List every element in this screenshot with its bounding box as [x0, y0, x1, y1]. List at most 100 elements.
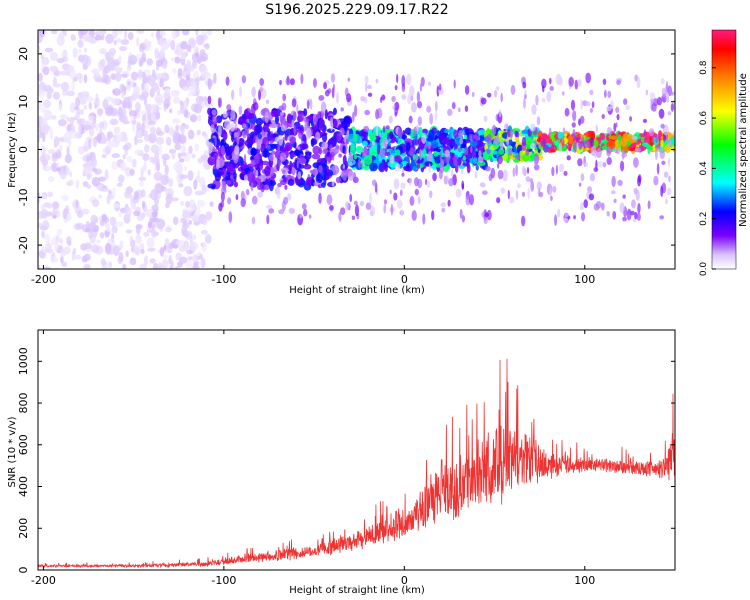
spectrogram-cell — [573, 141, 577, 154]
spectrogram-cell — [460, 168, 464, 175]
spectrogram-cell — [179, 174, 188, 180]
spectrogram-cell — [95, 122, 100, 132]
spectrogram-cell — [601, 114, 605, 119]
spectrogram-cell — [59, 248, 66, 258]
spectrogram-cell — [268, 144, 271, 150]
spectrogram-cell — [354, 204, 360, 217]
spectrogram-cell — [152, 262, 159, 269]
spectrogram-cell — [332, 83, 335, 92]
spectrogram-cell — [138, 44, 145, 53]
spectrogram-cell — [500, 92, 503, 103]
spectrogram-cell — [109, 118, 119, 126]
spectrogram-cell — [399, 189, 403, 197]
spectrogram-cell — [205, 211, 213, 221]
spectrogram-cell — [371, 140, 376, 146]
spectrogram-cell — [417, 196, 421, 205]
spectrogram-cell — [131, 119, 137, 125]
spectrogram-cell — [652, 144, 656, 152]
spectrogram-cell — [637, 175, 641, 187]
spectrogram-cell — [172, 68, 177, 74]
spectrogram-cell — [472, 157, 478, 165]
spectrogram-x-label: Height of straight line (km) — [289, 285, 425, 296]
spectrogram-cell — [43, 219, 48, 227]
spectrogram-cell — [330, 73, 336, 83]
spectrogram-cell — [400, 134, 408, 140]
spectrogram-cell — [206, 30, 213, 36]
spectrogram-cell — [65, 205, 70, 215]
spectrogram-cell — [555, 164, 558, 175]
spectrogram-cell — [453, 79, 456, 89]
spectrogram-cell — [266, 214, 270, 225]
spectrogram-cell — [416, 91, 421, 103]
spectrogram-cell — [138, 176, 147, 182]
spectrogram-cell — [430, 145, 434, 152]
spectrogram-cell — [94, 34, 103, 41]
spectrogram-cell — [568, 76, 575, 87]
spectrogram-cell — [306, 99, 310, 110]
spectrogram-cell — [353, 153, 358, 160]
spectrogram-cell — [326, 194, 333, 206]
spectrogram-cell — [485, 135, 489, 141]
spectrogram-cell — [171, 148, 176, 160]
spectrogram-cell — [389, 189, 392, 195]
spectrogram-cell — [468, 194, 475, 206]
spectrogram-cell — [193, 45, 199, 53]
snr-frame — [37, 329, 676, 571]
spectrogram-cell — [543, 144, 549, 153]
spectrogram-cell — [172, 118, 180, 123]
spectrogram-cell — [154, 47, 160, 59]
spectrogram-cell — [531, 104, 537, 115]
spectrogram-cell — [226, 123, 231, 131]
spectrogram-cell — [381, 94, 386, 101]
spectrogram-cell — [230, 174, 234, 180]
spectrogram-cell — [530, 142, 536, 150]
spectrogram-cell — [289, 136, 296, 145]
spectrogram-cell — [409, 177, 412, 187]
spectrogram-cell — [58, 103, 62, 112]
spectrogram-cell — [181, 30, 190, 36]
spectrogram-cell — [384, 164, 388, 172]
spectrogram-cell — [414, 176, 419, 187]
spectrogram-cell — [493, 135, 500, 145]
spectrogram-cell — [355, 145, 364, 154]
spectrogram-cell — [72, 247, 77, 255]
spectrogram-cell — [515, 164, 518, 177]
spectrogram-cell — [155, 59, 163, 67]
spectrogram-cell — [70, 34, 76, 42]
spectrogram-cell — [241, 75, 247, 84]
spectrogram-cell — [496, 155, 503, 165]
spectrogram-cell — [118, 212, 123, 218]
spectrogram-cell — [146, 42, 152, 48]
spectrogram-cell — [378, 132, 382, 138]
spectrogram-cell — [364, 75, 369, 85]
spectrogram-cell — [440, 202, 447, 208]
spectrogram-cell — [110, 107, 118, 117]
spectrogram-cell — [86, 96, 94, 102]
spectrogram-cell — [226, 180, 232, 185]
spectrogram-cell — [91, 68, 100, 75]
spectrogram-cell — [91, 167, 98, 173]
spectrogram-cell — [74, 254, 82, 260]
chart-title: S196.2025.229.09.17.R22 — [265, 2, 448, 18]
spectrogram-cell — [298, 157, 307, 165]
spectrogram-cell — [405, 142, 411, 152]
spectrogram-cell — [493, 89, 498, 98]
spectrogram-cell — [659, 148, 665, 160]
spectrogram-cell — [55, 167, 61, 172]
spectrogram-cell — [77, 39, 84, 48]
spectrogram-cell — [118, 251, 124, 262]
spectrogram-cell — [177, 261, 183, 268]
spectrogram-cell — [83, 124, 92, 131]
spectrogram-cell — [472, 151, 477, 157]
spectrogram-cell — [173, 96, 181, 104]
spectrogram-cell — [44, 47, 54, 53]
spectrogram-cell — [198, 56, 207, 62]
spectrogram-cell — [589, 89, 594, 96]
spectrogram-cell — [239, 86, 242, 98]
snr-y-tick-label: 1000 — [17, 347, 30, 375]
spectrogram-cell — [447, 108, 453, 117]
snr-y-tick-label: 600 — [17, 434, 30, 455]
spectrogram-cell — [245, 188, 250, 196]
spectrogram-cell — [475, 164, 479, 171]
